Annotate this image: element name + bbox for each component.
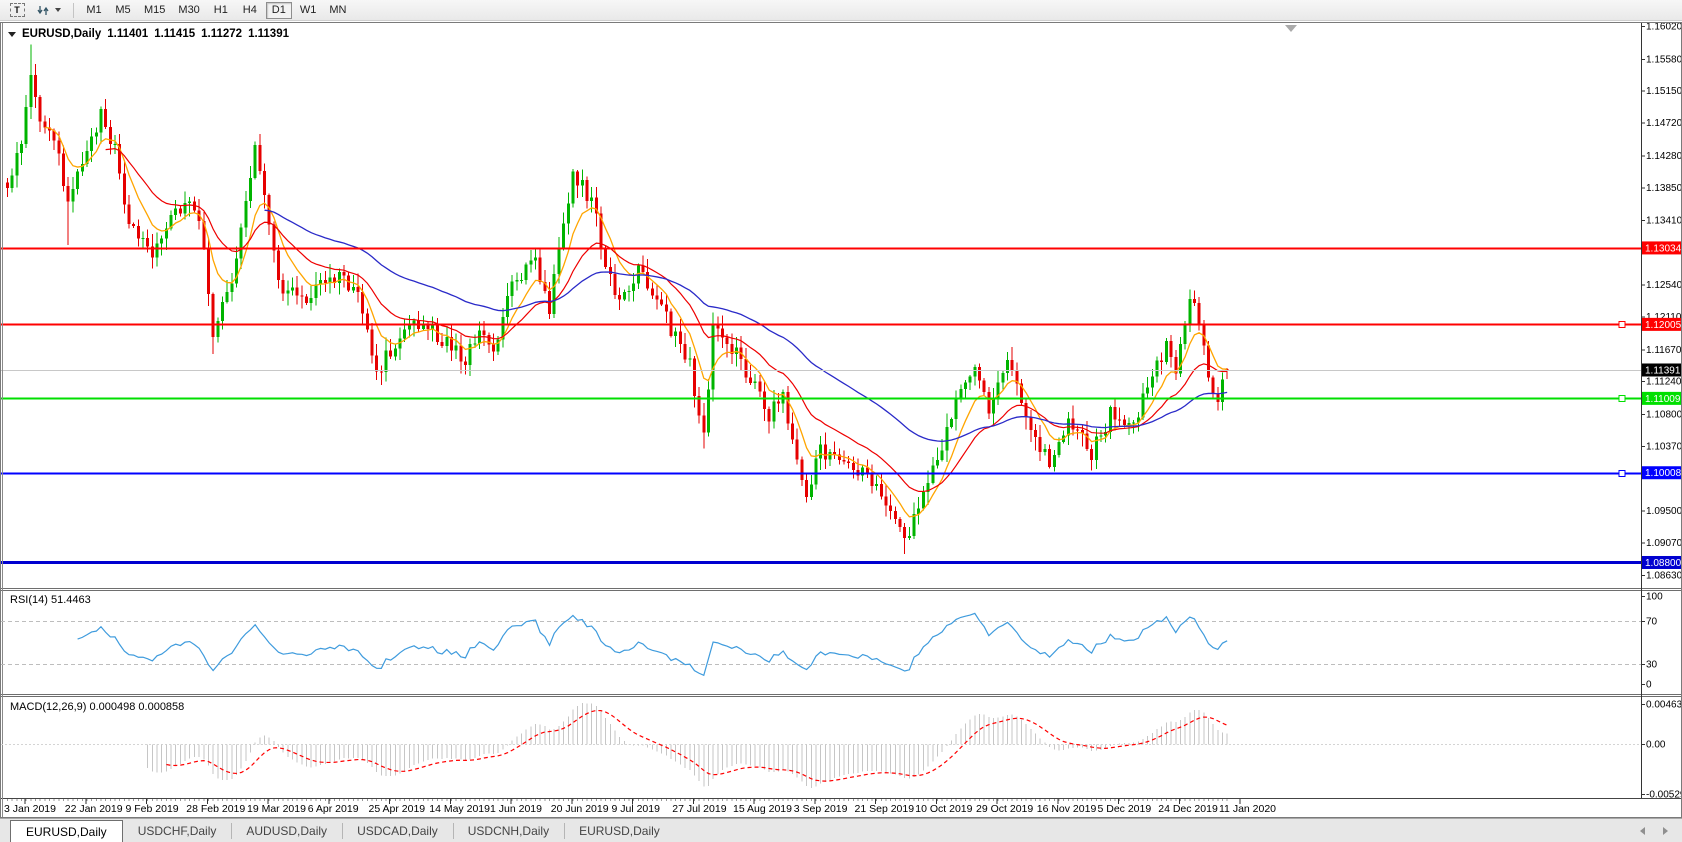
timeframe-button-d1[interactable]: D1 — [265, 1, 292, 19]
date-axis-label: 16 Nov 2019 — [1037, 803, 1097, 815]
ohlc-low: 1.11272 — [201, 28, 243, 40]
tab-scroll-right-icon[interactable] — [1663, 827, 1668, 835]
chart-tab-eurusd-5[interactable]: EURUSD,Daily — [564, 819, 675, 842]
chart-window: 1.16020 1.15580 1.15150 1.14720 1.14280 1.138… — [0, 22, 1682, 818]
price-axis-tick: 1.14280 — [1646, 151, 1681, 162]
date-axis-label: 6 Apr 2019 — [308, 803, 359, 815]
text-tool-button[interactable]: T — [4, 2, 30, 19]
chart-title: EURUSD,Daily 1.11401 1.11415 1.11272 1.1… — [8, 28, 290, 40]
timeframe-button-mn[interactable]: MN — [329, 4, 347, 16]
hline-1.11009[interactable] — [1, 395, 1641, 402]
text-tool-icon: T — [9, 3, 25, 17]
timeframe-button-m5[interactable]: M5 — [115, 4, 131, 16]
price-axis-tick: 1.16020 — [1646, 23, 1681, 33]
date-axis-label: 9 Feb 2019 — [126, 803, 179, 815]
hline-1.12005[interactable] — [1, 321, 1641, 328]
hline-1.10008[interactable] — [1, 470, 1641, 477]
date-axis-label: 29 Oct 2019 — [976, 803, 1033, 815]
chart-dropdown-icon — [8, 31, 16, 37]
chart-tab-bar: EURUSD,Daily USDCHF,Daily AUDUSD,Daily USDC… — [0, 818, 1682, 842]
date-axis-label: 25 Apr 2019 — [369, 803, 426, 815]
macd-axis-tick: 0.00463 — [1646, 700, 1681, 711]
date-axis-label: 14 May 2019 — [429, 803, 490, 815]
date-axis-label: 10 Oct 2019 — [915, 803, 972, 815]
price-axis-tick: 1.08630 — [1646, 571, 1681, 582]
tab-scroll-left-icon[interactable] — [1640, 827, 1645, 835]
date-axis-label: 19 Mar 2019 — [247, 803, 306, 815]
price-axis-tick: 1.15150 — [1646, 86, 1681, 97]
date-axis-label: 24 Dec 2019 — [1158, 803, 1218, 815]
chart-tab-eurusd-0[interactable]: EURUSD,Daily — [10, 820, 123, 842]
timeframe-button-m30[interactable]: M30 — [178, 4, 200, 16]
chart-tools-dropdown-button[interactable] — [32, 2, 66, 19]
timeframe-button-h4[interactable]: H4 — [242, 4, 257, 16]
rsi-axis-tick: 30 — [1646, 660, 1658, 671]
price-level-badge: 1.12005 — [1645, 320, 1681, 331]
date-axis-label: 21 Sep 2019 — [855, 803, 915, 815]
date-axis-label: 11 Jan 2020 — [1219, 803, 1276, 815]
timeframe-button-m15[interactable]: M15 — [144, 4, 166, 16]
date-axis-label: 1 Jun 2019 — [490, 803, 542, 815]
price-level-badge: 1.13034 — [1645, 243, 1681, 254]
price-level-badge: 1.08800 — [1645, 558, 1681, 569]
date-axis-label: 20 Jun 2019 — [551, 803, 609, 815]
price-axis-tick: 1.11670 — [1646, 345, 1681, 356]
timeframe-button-group: M1 M5 M15 M30 H1 H4 D1 W1 MN — [81, 1, 351, 19]
toolbar-separator — [73, 2, 74, 18]
chart-scroll-position-marker — [1285, 25, 1297, 32]
rsi-axis-tick: 0 — [1646, 680, 1652, 691]
rsi-axis-tick: 100 — [1646, 592, 1663, 603]
price-axis-tick: 1.09500 — [1646, 506, 1681, 517]
symbol-period-label: EURUSD,Daily — [22, 28, 102, 40]
date-axis-label: 5 Dec 2019 — [1098, 803, 1152, 815]
date-axis-label: 28 Feb 2019 — [186, 803, 245, 815]
date-axis-label: 3 Sep 2019 — [794, 803, 848, 815]
date-axis-label: 9 Jul 2019 — [612, 803, 661, 815]
rsi-indicator-label: RSI(14) 51.4463 — [10, 594, 91, 606]
date-axis-label: 22 Jan 2019 — [65, 803, 123, 815]
price-axis-tick: 1.13850 — [1646, 183, 1681, 194]
price-axis-tick: 1.12110 — [1646, 312, 1681, 323]
timeframe-button-w1[interactable]: W1 — [299, 4, 317, 16]
macd-axis-tick: 0.00 — [1646, 740, 1666, 751]
top-toolbar: T M1 M5 M15 M30 H1 H4 D1 W1 MN — [0, 0, 1682, 21]
price-level-badge: 1.11391 — [1645, 365, 1681, 376]
price-level-badge: 1.11009 — [1645, 394, 1681, 405]
price-axis-tick: 1.09070 — [1646, 538, 1681, 549]
date-axis-label: 3 Jan 2019 — [4, 803, 56, 815]
price-axis-tick: 1.14720 — [1646, 118, 1681, 129]
price-axis-tick: 1.12540 — [1646, 280, 1681, 291]
price-axis-tick: 1.11240 — [1646, 377, 1681, 388]
macd-indicator-label: MACD(12,26,9) 0.000498 0.000858 — [10, 701, 185, 713]
chevron-down-icon — [55, 8, 61, 12]
price-axis-tick: 1.10370 — [1646, 441, 1681, 452]
macd-axis-tick: -0.00529 — [1646, 790, 1681, 801]
chart-tab-usdchf-1[interactable]: USDCHF,Daily — [137, 824, 217, 838]
timeframe-button-h1[interactable]: H1 — [213, 4, 228, 16]
chart-tab-audusd-2[interactable]: AUDUSD,Daily — [231, 819, 342, 842]
date-axis-label: 15 Aug 2019 — [733, 803, 792, 815]
tab-scroll-controls — [1640, 819, 1682, 842]
arrows-icon — [37, 5, 49, 15]
rsi-axis-tick: 70 — [1646, 617, 1658, 628]
ohlc-close: 1.11391 — [248, 28, 289, 40]
chart-tab-usdcnh-4[interactable]: USDCNH,Daily — [452, 819, 564, 842]
chart-tabs: EURUSD,Daily USDCHF,Daily AUDUSD,Daily USDC… — [0, 819, 675, 842]
ohlc-high: 1.11415 — [154, 28, 196, 40]
price-axis-tick: 1.15580 — [1646, 54, 1681, 65]
timeframe-button-m1[interactable]: M1 — [86, 4, 102, 16]
price-level-badge: 1.10008 — [1645, 468, 1681, 479]
price-axis-tick: 1.10800 — [1646, 409, 1681, 420]
date-axis-label: 27 Jul 2019 — [672, 803, 726, 815]
price-axis-tick: 1.13410 — [1646, 215, 1681, 226]
ohlc-open: 1.11401 — [107, 28, 149, 40]
chart-tab-usdcad-3[interactable]: USDCAD,Daily — [342, 819, 453, 842]
chart-surface[interactable]: 1.16020 1.15580 1.15150 1.14720 1.14280 1.138… — [1, 23, 1681, 817]
